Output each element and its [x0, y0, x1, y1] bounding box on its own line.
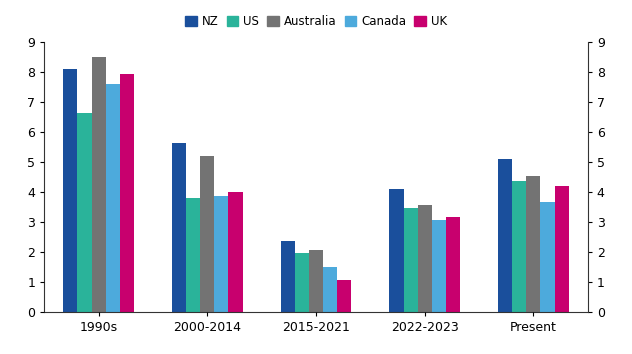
Bar: [214, 196, 229, 312]
Bar: [92, 57, 106, 312]
Bar: [555, 186, 569, 312]
Bar: [281, 241, 295, 312]
Bar: [172, 143, 186, 312]
Bar: [63, 69, 77, 312]
Bar: [403, 209, 418, 312]
Bar: [77, 113, 92, 312]
Bar: [389, 189, 403, 312]
Bar: [512, 182, 526, 312]
Bar: [229, 192, 243, 312]
Bar: [186, 198, 200, 312]
Bar: [106, 84, 120, 312]
Bar: [337, 280, 351, 312]
Bar: [446, 217, 460, 312]
Bar: [120, 74, 134, 312]
Bar: [540, 202, 555, 312]
Bar: [432, 220, 446, 312]
Bar: [418, 205, 432, 312]
Bar: [295, 253, 309, 312]
Bar: [323, 267, 337, 312]
Bar: [200, 156, 214, 312]
Bar: [498, 159, 512, 312]
Bar: [526, 176, 540, 312]
Bar: [309, 250, 323, 312]
Legend: NZ, US, Australia, Canada, UK: NZ, US, Australia, Canada, UK: [180, 11, 452, 33]
